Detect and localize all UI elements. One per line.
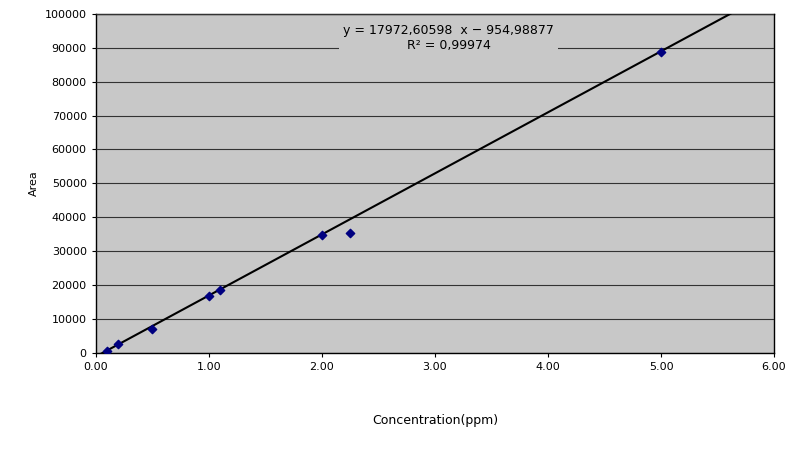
Point <box>315 231 328 239</box>
Point <box>112 341 124 348</box>
Point <box>146 325 159 333</box>
Point <box>203 292 215 299</box>
Y-axis label: Area: Area <box>30 171 39 196</box>
X-axis label: Concentration(ppm): Concentration(ppm) <box>372 414 498 427</box>
Point <box>654 48 667 55</box>
Point <box>214 287 227 294</box>
Text: y = 17972,60598  x − 954,98877
R² = 0,99974: y = 17972,60598 x − 954,98877 R² = 0,999… <box>343 24 554 52</box>
Point <box>344 229 357 236</box>
Point <box>101 347 113 354</box>
